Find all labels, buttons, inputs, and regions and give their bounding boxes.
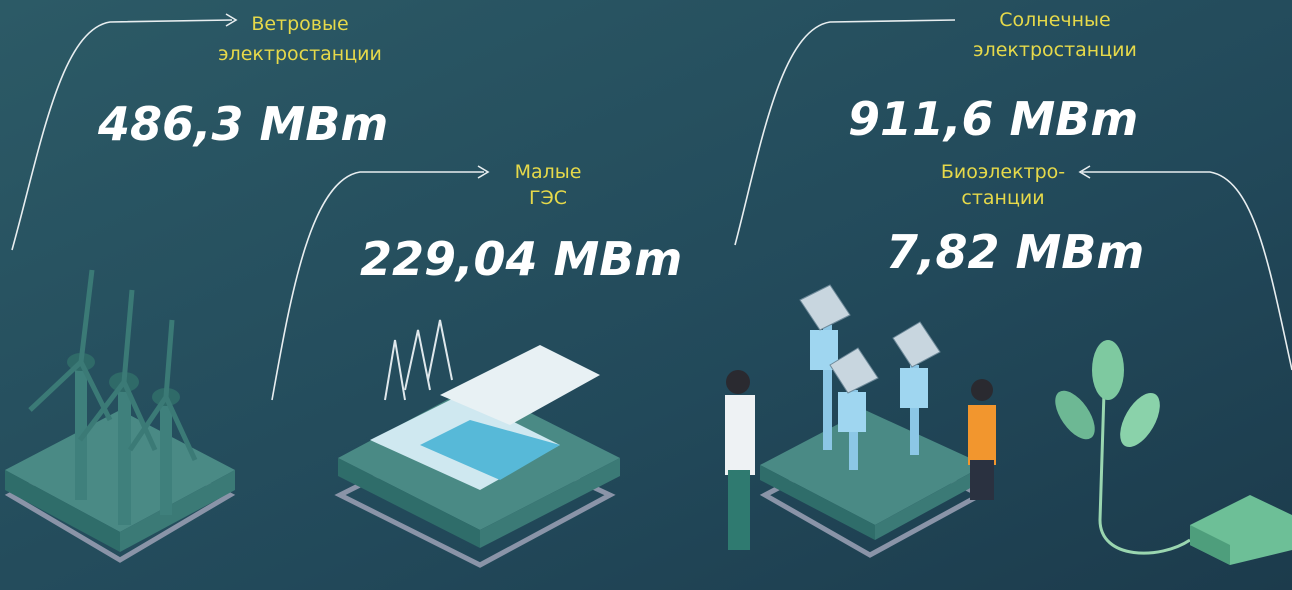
value: 229,04 MBm [360, 232, 682, 286]
label: Малые [515, 161, 582, 183]
value: 911,6 MBm [848, 92, 1138, 146]
label: ГЭС [529, 187, 567, 209]
label: станции [961, 187, 1044, 209]
value: 7,82 MBm [886, 225, 1144, 279]
value: 486,3 MBm [97, 97, 388, 151]
label: электростанции [218, 43, 382, 65]
infographic: Ветровые электростанции 486,3 MBm Малые … [0, 0, 1292, 590]
label: Ветровые [251, 13, 348, 35]
label: электростанции [973, 39, 1137, 61]
page: Ветровые электростанции 486,3 MBm Малые … [0, 0, 1292, 590]
label: Биоэлектро- [941, 161, 1065, 183]
label: Солнечные [999, 9, 1111, 31]
